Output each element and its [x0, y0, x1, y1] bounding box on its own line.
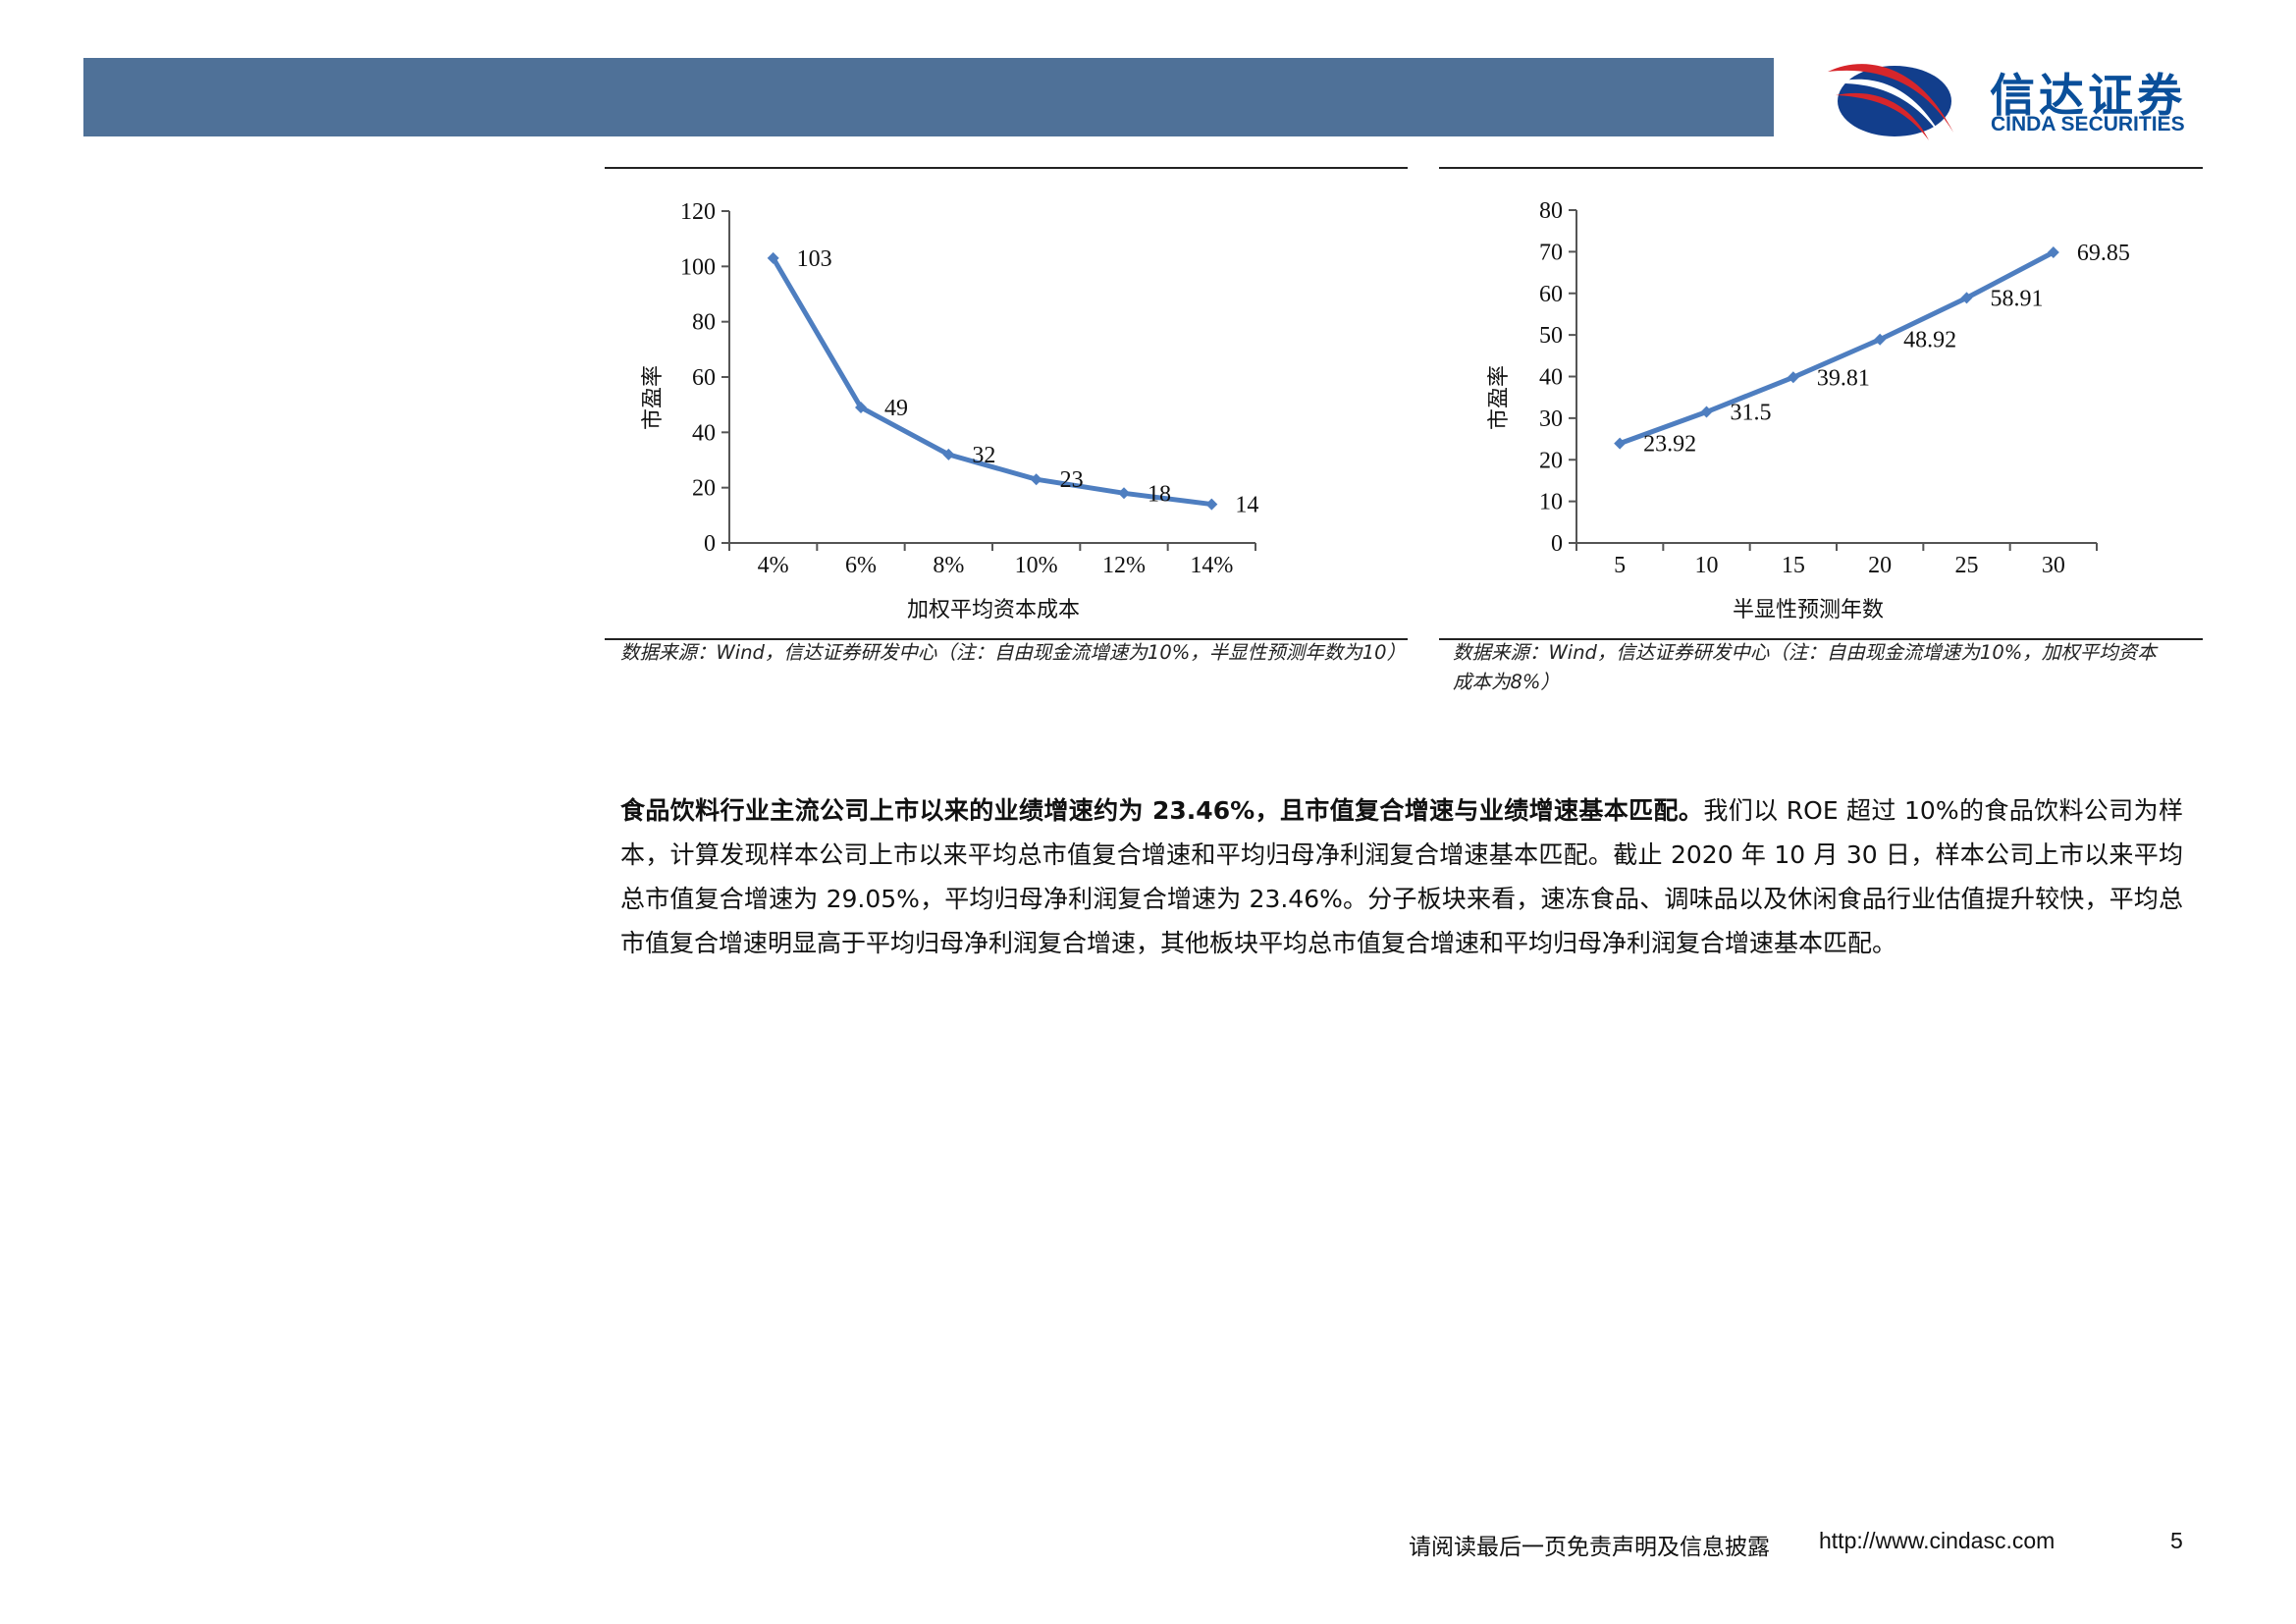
right-pe-vs-forecast-years-chart: 0 10 20 30 40 50 60 70 80 5 10 15 20 25 30 23.92 31.5 39…: [1487, 198, 2130, 623]
company-logo: 信达证券 CINDA SECURITIES: [1826, 54, 2238, 142]
left-data-point: [1205, 498, 1218, 511]
left-pe-vs-wacc-chart: 0 20 40 60 80 100 120 4% 6% 8% 10% 12% 14% 103 49 32 23…: [641, 199, 1258, 623]
right-y-tick-label: 0: [1551, 531, 1563, 557]
right-y-tick-label: 40: [1539, 365, 1563, 391]
left-data-label: 103: [797, 246, 832, 272]
left-y-tick-label: 100: [680, 254, 716, 280]
left-data-label: 32: [972, 443, 995, 468]
left-x-tick-label: 12%: [1102, 553, 1146, 578]
header-bar: [83, 58, 1774, 136]
left-chart-bottom-rule: [605, 638, 1408, 640]
right-x-tick-label: 5: [1614, 553, 1626, 578]
right-chart-top-rule: [1439, 167, 2203, 169]
left-x-tick-label: 6%: [845, 553, 877, 578]
left-data-point: [942, 448, 955, 460]
body-text: 我们以 ROE 超过 10%的食品饮料公司为样本，计算发现样本公司上市以来平均总…: [620, 796, 2183, 957]
right-data-label: 69.85: [2077, 241, 2130, 266]
left-chart-series: 103 49 32 23 18 14: [767, 246, 1258, 518]
right-series-line: [1619, 249, 2055, 446]
right-data-label: 31.5: [1731, 401, 1772, 426]
left-data-label: 14: [1235, 493, 1258, 518]
left-y-tick-label: 20: [692, 476, 716, 502]
right-y-tick-label: 80: [1539, 198, 1563, 224]
left-chart-top-rule: [605, 167, 1408, 169]
left-x-tick-label: 4%: [758, 553, 789, 578]
right-data-label: 48.92: [1903, 328, 1956, 353]
body-bold-lead: 食品饮料行业主流公司上市以来的业绩增速约为 23.46%，且市值复合增速与业绩增…: [620, 796, 1704, 825]
left-data-label: 23: [1060, 467, 1084, 493]
left-data-point: [855, 401, 867, 413]
right-data-point: [1787, 371, 1799, 384]
left-data-point: [1030, 473, 1042, 486]
right-chart-ticks: 0 10 20 30 40 50 60 70 80 5 10 15 20 25 30: [1539, 198, 2098, 578]
left-y-axis-title: 市盈率: [641, 365, 666, 430]
right-y-tick-label: 60: [1539, 282, 1563, 307]
right-x-axis-title: 半显性预测年数: [1733, 598, 1884, 623]
right-y-tick-label: 70: [1539, 240, 1563, 265]
right-chart-series: 23.92 31.5 39.81 48.92 58.91 69.85: [1614, 241, 2130, 458]
left-y-tick-label: 80: [692, 310, 716, 336]
right-y-tick-label: 50: [1539, 323, 1563, 349]
left-x-tick-label: 8%: [933, 553, 964, 578]
left-data-point: [1118, 487, 1130, 500]
right-data-label: 39.81: [1817, 365, 1870, 391]
right-x-tick-label: 30: [2042, 553, 2065, 578]
right-y-tick-label: 20: [1539, 448, 1563, 473]
left-y-tick-label: 0: [704, 531, 716, 557]
right-y-tick-label: 10: [1539, 490, 1563, 515]
left-y-tick-label: 120: [680, 199, 716, 225]
right-data-point: [2047, 246, 2059, 259]
footer-disclaimer: 请阅读最后一页免责声明及信息披露: [1409, 1535, 1770, 1560]
right-data-point: [1874, 333, 1887, 346]
right-y-tick-label: 30: [1539, 406, 1563, 432]
right-x-tick-label: 25: [1955, 553, 1979, 578]
left-y-tick-label: 40: [692, 420, 716, 446]
right-x-tick-label: 10: [1695, 553, 1719, 578]
logo-chinese-text: 信达证券: [1990, 69, 2186, 122]
left-x-axis-title: 加权平均资本成本: [907, 598, 1080, 623]
logo-english-text: CINDA SECURITIES: [1991, 113, 2185, 135]
left-data-label: 49: [884, 396, 908, 421]
left-y-tick-label: 60: [692, 365, 716, 391]
left-chart-ticks: 0 20 40 60 80 100 120 4% 6% 8% 10% 12% 14%: [680, 199, 1256, 578]
left-chart-source: 数据来源：Wind，信达证券研发中心（注：自由现金流增速为10%，半显性预测年数…: [620, 641, 1407, 664]
left-series-line: [771, 256, 1212, 508]
right-data-point: [1614, 437, 1627, 450]
right-x-tick-label: 20: [1868, 553, 1892, 578]
right-data-label: 23.92: [1643, 432, 1696, 458]
left-x-tick-label: 14%: [1190, 553, 1233, 578]
right-data-point: [1700, 406, 1713, 418]
left-x-tick-label: 10%: [1015, 553, 1058, 578]
cinda-logo-icon: [1828, 64, 1953, 140]
left-data-point: [767, 251, 779, 264]
right-x-tick-label: 15: [1782, 553, 1805, 578]
right-data-label: 58.91: [1991, 286, 2044, 311]
footer-url-link[interactable]: http://www.cindasc.com: [1819, 1528, 2056, 1553]
right-chart-bottom-rule: [1439, 638, 2203, 640]
page-number: 5: [2170, 1528, 2183, 1553]
right-chart-source: 数据来源：Wind，信达证券研发中心（注：自由现金流增速为10%，加权平均资本成…: [1453, 641, 2157, 693]
body-paragraph: 食品饮料行业主流公司上市以来的业绩增速约为 23.46%，且市值复合增速与业绩增…: [620, 788, 2183, 965]
left-data-label: 18: [1148, 481, 1171, 507]
right-y-axis-title: 市盈率: [1487, 365, 1512, 430]
